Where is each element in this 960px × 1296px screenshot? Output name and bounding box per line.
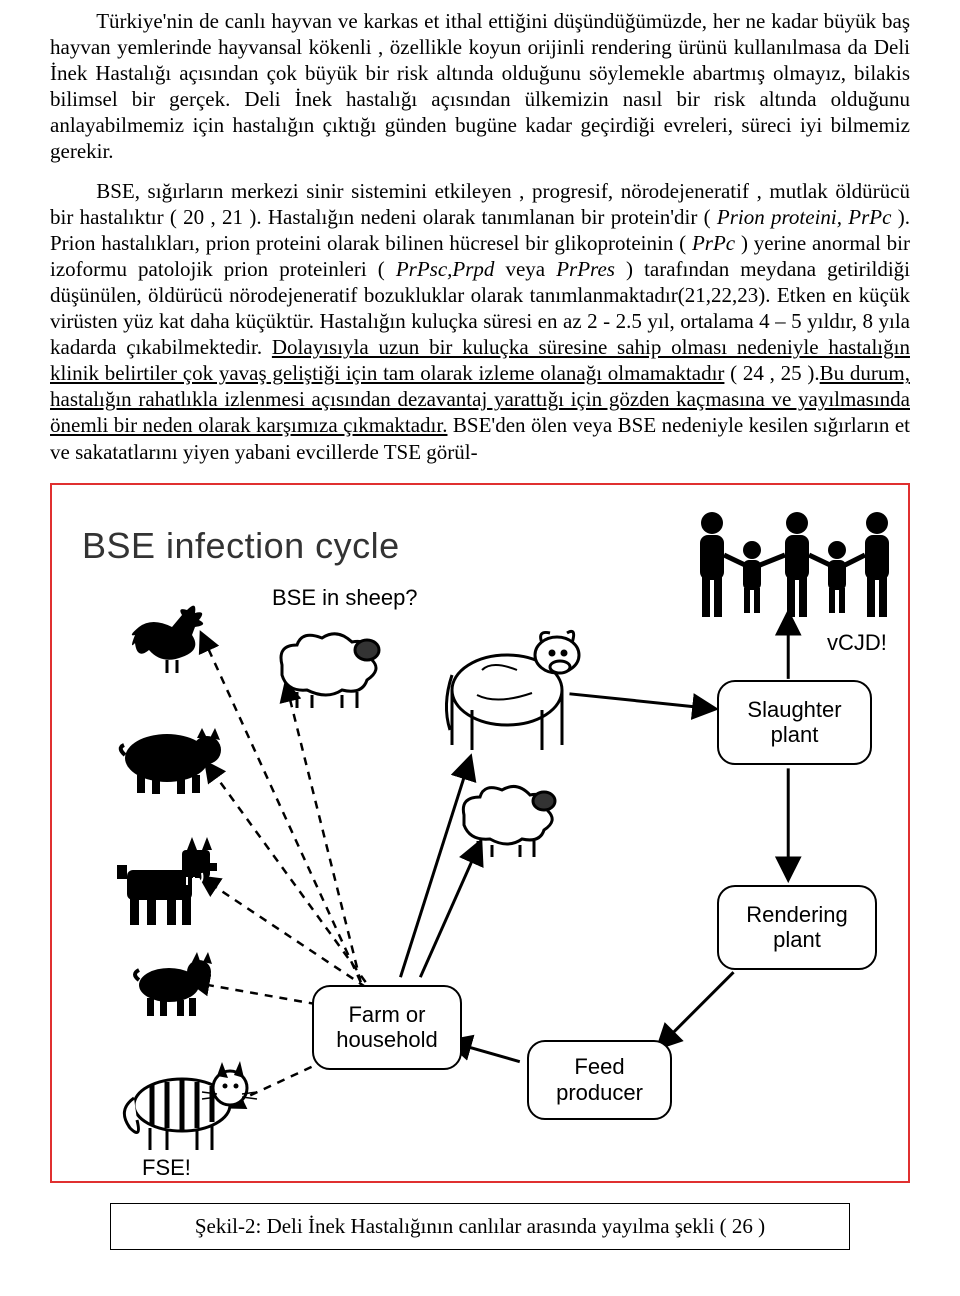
terrier-icon — [102, 835, 222, 930]
sheep-label: BSE in sheep? — [272, 585, 418, 611]
node-slaughter: Slaughter plant — [717, 680, 872, 765]
humans-icon — [682, 505, 902, 630]
paragraph-1: Türkiye'nin de canlı hayvan ve karkas et… — [50, 8, 910, 164]
p2-seg-j: ( 24 , 25 ). — [724, 361, 819, 385]
small-dog-icon — [127, 950, 217, 1020]
p2-seg-g: veya — [494, 257, 556, 281]
node-feed: Feed producer — [527, 1040, 672, 1120]
rooster-icon — [127, 595, 217, 675]
diagram-title: BSE infection cycle — [82, 525, 400, 567]
pig-icon — [112, 720, 222, 795]
p2-italic-3: PrPsc,Prpd — [396, 257, 495, 281]
node-rendering: Rendering plant — [717, 885, 877, 970]
vcjd-label: vCJD! — [827, 630, 887, 656]
sheep-small-icon — [452, 775, 562, 860]
article-body: Türkiye'nin de canlı hayvan ve karkas et… — [50, 8, 910, 465]
sheep-large-icon — [267, 620, 387, 710]
p2-italic-1: Prion proteini, PrPc — [717, 205, 892, 229]
p2-italic-2: PrPc — [692, 231, 735, 255]
paragraph-2: BSE, sığırların merkezi sinir sistemini … — [50, 178, 910, 464]
cow-icon — [422, 615, 592, 755]
cat-icon — [112, 1050, 262, 1155]
p2-italic-4: PrPres — [556, 257, 615, 281]
bse-cycle-diagram: BSE infection cycle BSE in sheep? vCJD! … — [50, 483, 910, 1183]
fse-label: FSE! — [142, 1155, 191, 1181]
caption-text: Şekil-2: Deli İnek Hastalığının canlılar… — [195, 1214, 765, 1238]
figure-caption: Şekil-2: Deli İnek Hastalığının canlılar… — [110, 1203, 850, 1250]
node-farm: Farm or household — [312, 985, 462, 1070]
